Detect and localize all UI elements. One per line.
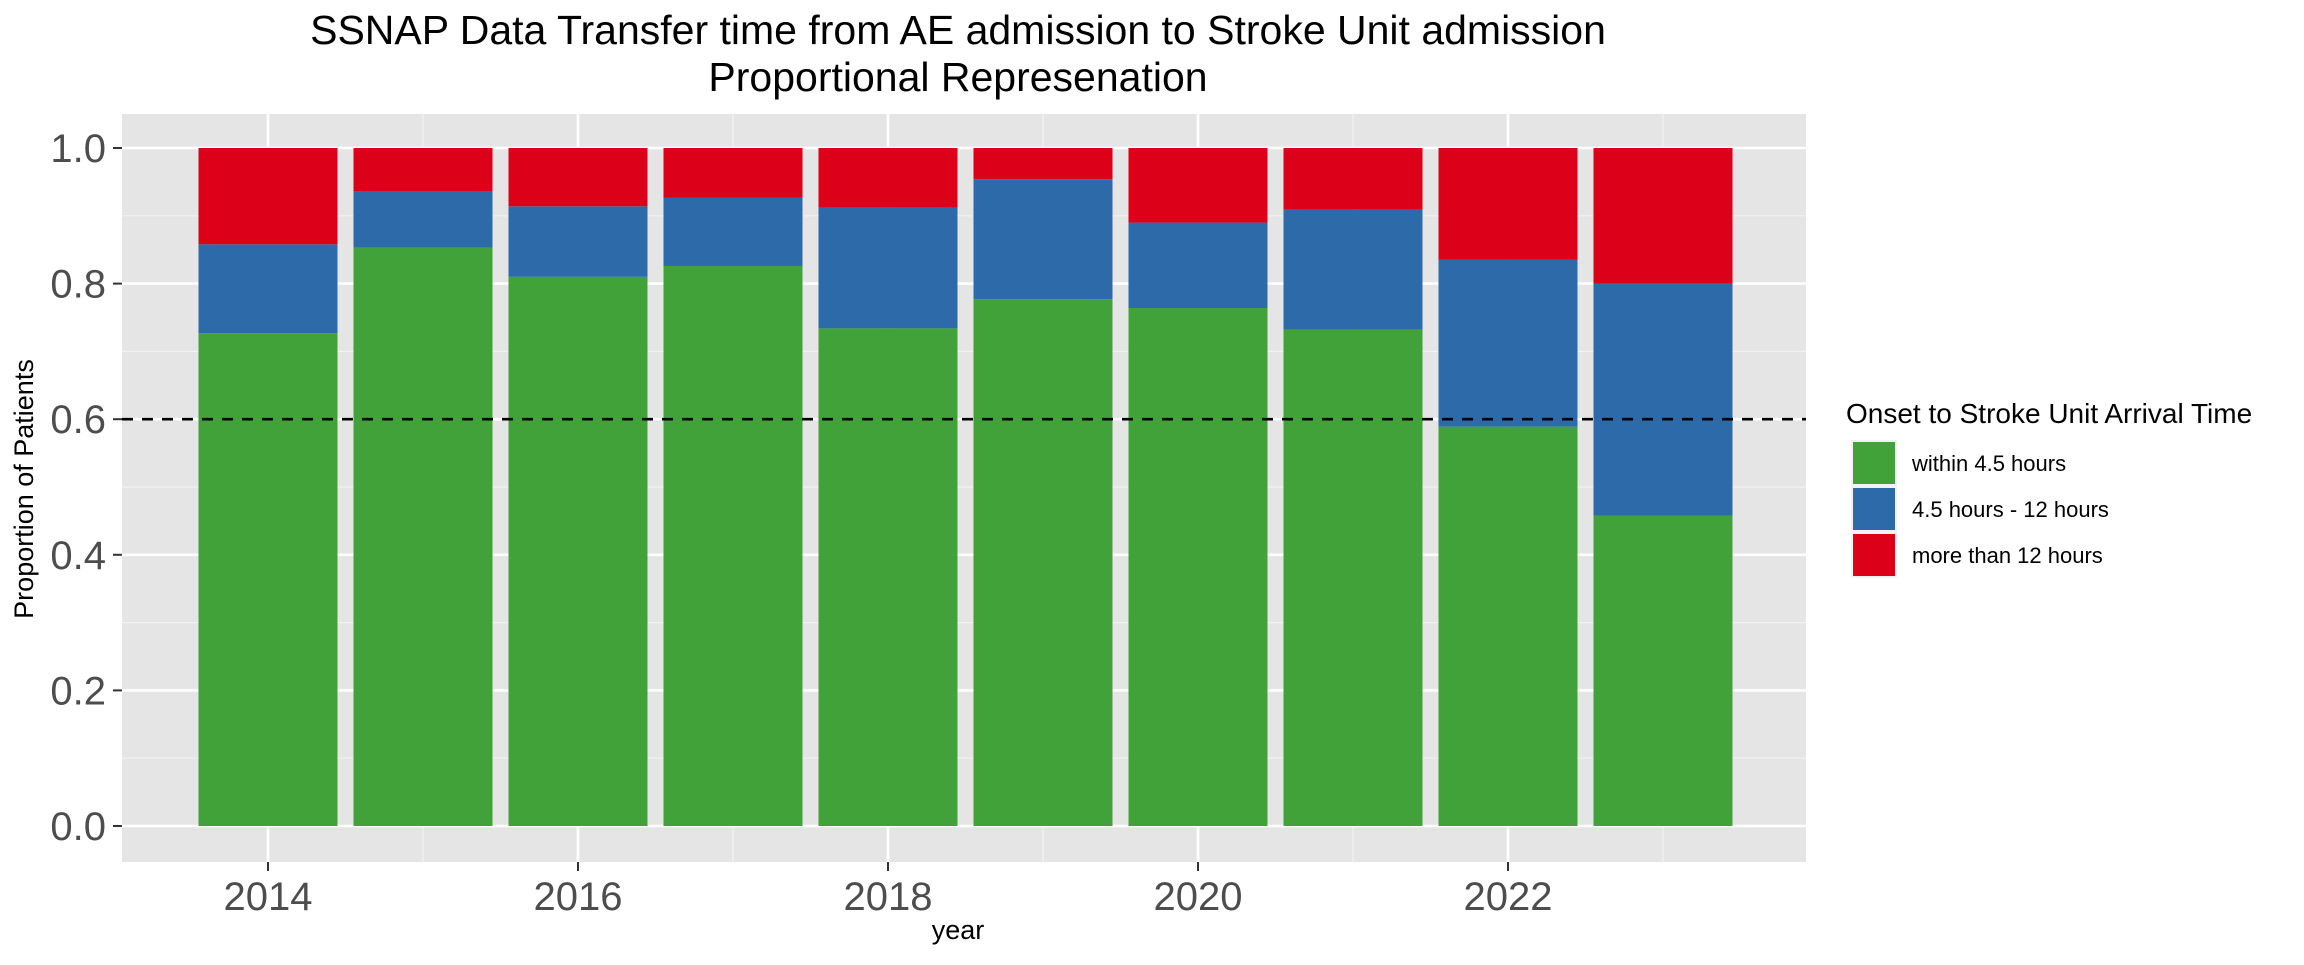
- bar-segment: [1438, 259, 1578, 427]
- bar-segment: [663, 197, 803, 266]
- bar-segment: [818, 207, 958, 329]
- legend-label: within 4.5 hours: [1911, 451, 2066, 476]
- bar-segment: [663, 265, 803, 826]
- legend-label: more than 12 hours: [1912, 543, 2103, 568]
- x-tick-label: 2020: [1154, 875, 1243, 919]
- bar-segment: [663, 148, 803, 198]
- bar-segment: [973, 179, 1113, 300]
- bar-segment: [353, 191, 493, 248]
- y-tick-label: 0.8: [50, 263, 106, 307]
- legend-swatch: [1853, 534, 1895, 576]
- bar-segment: [1128, 148, 1268, 223]
- x-tick-label: 2022: [1464, 875, 1553, 919]
- legend-label: 4.5 hours - 12 hours: [1912, 497, 2109, 522]
- x-tick-label: 2014: [224, 875, 313, 919]
- legend: Onset to Stroke Unit Arrival Time within…: [1846, 398, 2252, 578]
- legend-swatch: [1853, 442, 1895, 484]
- bar-segment: [1283, 329, 1423, 826]
- bar-segment: [973, 148, 1113, 180]
- bar-segment: [1593, 148, 1733, 284]
- bar-segment: [198, 148, 338, 245]
- bar-segment: [1128, 308, 1268, 826]
- bar-segment: [353, 148, 493, 192]
- bar-segment: [198, 333, 338, 826]
- legend-swatch: [1853, 488, 1895, 530]
- y-tick-label: 0.2: [50, 669, 106, 713]
- y-tick-label: 0.0: [50, 805, 106, 849]
- x-tick-label: 2016: [534, 875, 623, 919]
- legend-title: Onset to Stroke Unit Arrival Time: [1846, 398, 2252, 429]
- bar-segment: [1593, 515, 1733, 826]
- bar-segment: [1438, 426, 1578, 826]
- y-tick-label: 0.6: [50, 398, 106, 442]
- y-tick-label: 0.4: [50, 534, 106, 578]
- bar-segment: [353, 247, 493, 826]
- bar-segment: [973, 299, 1113, 827]
- y-axis-label: Proportion of Patients: [9, 359, 39, 619]
- chart-subtitle: Proportional Represenation: [708, 54, 1207, 100]
- bar-segment: [1438, 148, 1578, 260]
- bar-segment: [1593, 283, 1733, 516]
- bar-segment: [1128, 222, 1268, 309]
- bar-segment: [1283, 209, 1423, 330]
- bar-segment: [508, 206, 648, 277]
- chart-title: SSNAP Data Transfer time from AE admissi…: [310, 7, 1606, 53]
- x-tick-label: 2018: [844, 875, 933, 919]
- bar-segment: [508, 276, 648, 826]
- bar-segment: [508, 148, 648, 207]
- bar-segment: [198, 244, 338, 334]
- y-tick-label: 1.0: [50, 127, 106, 171]
- bar-segment: [818, 148, 958, 208]
- bar-segment: [818, 328, 958, 826]
- x-axis-label: year: [932, 915, 985, 945]
- bar-segment: [1283, 148, 1423, 210]
